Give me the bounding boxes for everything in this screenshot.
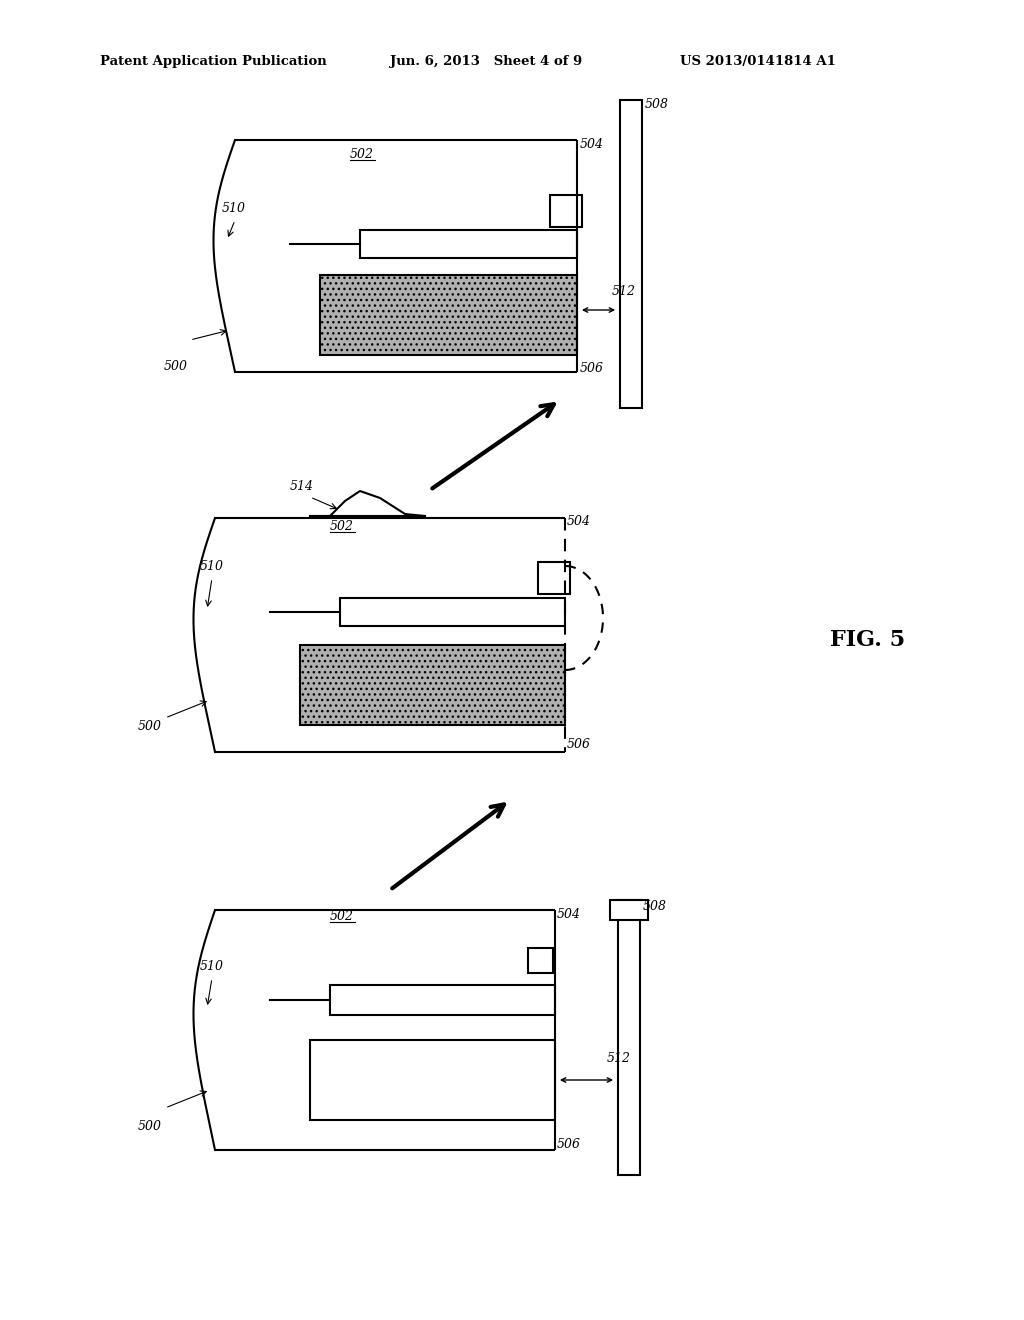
Text: 504: 504: [557, 908, 581, 921]
Text: 500: 500: [138, 719, 162, 733]
Text: 504: 504: [580, 139, 604, 150]
Text: 512: 512: [607, 1052, 631, 1065]
Text: 514: 514: [290, 480, 314, 492]
Text: 504: 504: [567, 515, 591, 528]
Text: 508: 508: [643, 900, 667, 913]
Text: 512: 512: [612, 285, 636, 298]
Text: 500: 500: [164, 360, 188, 374]
Bar: [360, 230, 577, 257]
Bar: [319, 275, 577, 355]
Bar: [340, 598, 565, 626]
Text: 510: 510: [222, 202, 246, 215]
Text: 508: 508: [645, 98, 669, 111]
Text: 506: 506: [557, 1138, 581, 1151]
Text: Patent Application Publication: Patent Application Publication: [100, 55, 327, 69]
Text: 502: 502: [350, 148, 374, 161]
Bar: [300, 645, 565, 725]
Bar: [618, 900, 640, 1175]
Text: FIG. 5: FIG. 5: [830, 630, 905, 651]
Text: 506: 506: [580, 362, 604, 375]
Bar: [610, 900, 648, 920]
Text: 500: 500: [138, 1119, 162, 1133]
Bar: [330, 985, 555, 1015]
Text: 510: 510: [200, 960, 224, 973]
Text: 506: 506: [567, 738, 591, 751]
Bar: [310, 1040, 555, 1119]
Text: 502: 502: [330, 520, 354, 533]
Text: 510: 510: [200, 560, 224, 573]
Bar: [538, 562, 570, 594]
Text: US 2013/0141814 A1: US 2013/0141814 A1: [680, 55, 836, 69]
Bar: [550, 195, 582, 227]
Bar: [528, 948, 553, 973]
Bar: [620, 100, 642, 408]
Text: 502: 502: [330, 909, 354, 923]
Text: Jun. 6, 2013   Sheet 4 of 9: Jun. 6, 2013 Sheet 4 of 9: [390, 55, 583, 69]
